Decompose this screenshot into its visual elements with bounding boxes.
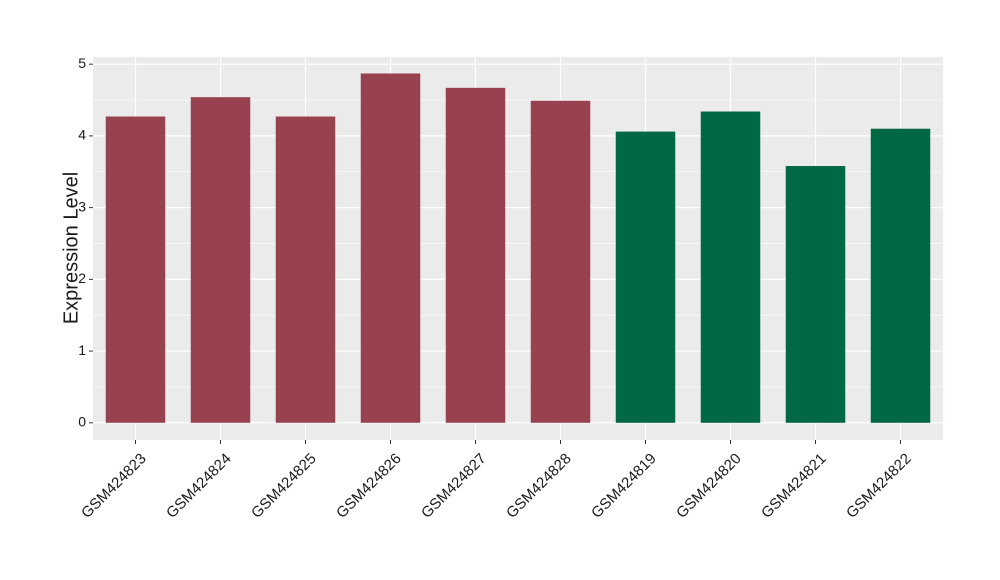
y-tick-label: 0 (78, 413, 86, 429)
bar (870, 128, 931, 423)
x-tick-label: GSM424825 (248, 450, 320, 522)
y-tick-label: 1 (78, 342, 86, 358)
x-tick-label: GSM424819 (588, 450, 660, 522)
x-tick-label: GSM424826 (333, 450, 405, 522)
bar (445, 87, 506, 423)
y-tick-label: 5 (78, 55, 86, 71)
y-tick-label: 3 (78, 198, 86, 214)
bar (105, 116, 166, 423)
y-tick-label: 2 (78, 270, 86, 286)
bar (700, 111, 761, 423)
bar (785, 166, 846, 423)
x-tick-label: GSM424824 (163, 450, 235, 522)
x-tick-label: GSM424822 (843, 450, 915, 522)
x-tick-label: GSM424827 (418, 450, 490, 522)
y-tick-label: 4 (78, 127, 86, 143)
bar (275, 116, 336, 423)
bar (190, 97, 251, 423)
bar (530, 100, 591, 423)
y-axis-label: Expression Level (60, 172, 82, 324)
x-tick-label: GSM424820 (673, 450, 745, 522)
bar (615, 131, 676, 423)
x-tick-label: GSM424823 (78, 450, 150, 522)
x-tick-label: GSM424828 (503, 450, 575, 522)
bar (360, 73, 421, 423)
x-tick-label: GSM424821 (758, 450, 830, 522)
